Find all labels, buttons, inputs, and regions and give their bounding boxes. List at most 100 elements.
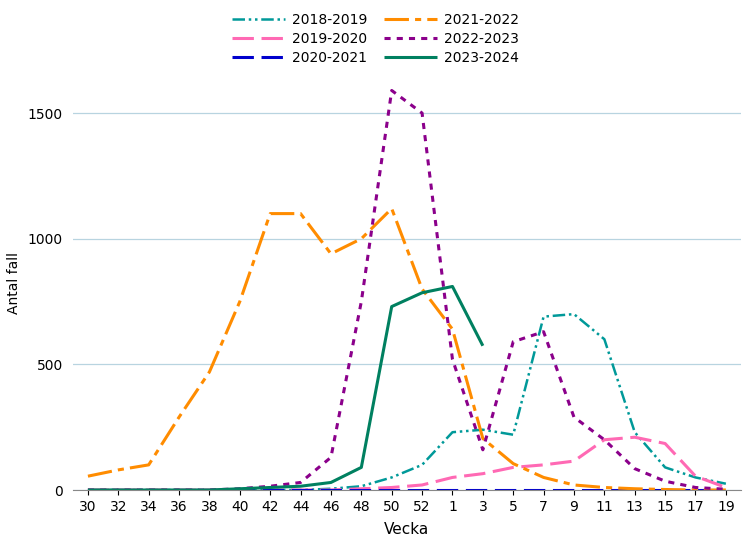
2020-2021 [691, 487, 700, 493]
Line: 2023-2024: 2023-2024 [88, 287, 483, 490]
2022-2023 [691, 484, 700, 491]
2022-2023 [144, 487, 153, 493]
2019-2020 [691, 473, 700, 479]
2022-2023 [660, 478, 669, 485]
2018-2019 [569, 311, 578, 317]
2018-2019 [691, 474, 700, 481]
Y-axis label: Antal fall: Antal fall [7, 252, 21, 314]
2018-2019 [205, 487, 214, 493]
2021-2022 [266, 211, 275, 217]
2022-2023 [479, 447, 488, 453]
2023-2024 [357, 464, 366, 471]
2022-2023 [448, 356, 457, 363]
2018-2019 [600, 336, 609, 343]
2022-2023 [387, 87, 396, 94]
2020-2021 [296, 487, 305, 493]
2022-2023 [417, 110, 426, 116]
2020-2021 [569, 487, 578, 493]
2019-2020 [357, 485, 366, 492]
2020-2021 [84, 487, 93, 493]
2019-2020 [660, 440, 669, 447]
2018-2019 [721, 480, 730, 487]
2020-2021 [387, 487, 396, 493]
2020-2021 [144, 487, 153, 493]
2023-2024 [448, 283, 457, 290]
2021-2022 [569, 481, 578, 488]
2023-2024 [296, 483, 305, 490]
2018-2019 [84, 487, 93, 493]
Line: 2018-2019: 2018-2019 [88, 314, 726, 490]
2019-2020 [569, 458, 578, 465]
2018-2019 [417, 462, 426, 468]
2023-2024 [417, 289, 426, 296]
Legend: 2018-2019, 2019-2020, 2020-2021, 2021-2022, 2022-2023, 2023-2024: 2018-2019, 2019-2020, 2020-2021, 2021-20… [227, 8, 524, 71]
2021-2022 [205, 369, 214, 375]
2023-2024 [144, 487, 153, 493]
2018-2019 [174, 487, 183, 493]
2021-2022 [174, 414, 183, 421]
2020-2021 [479, 487, 488, 493]
2021-2022 [479, 435, 488, 442]
Line: 2021-2022: 2021-2022 [88, 208, 726, 490]
2021-2022 [387, 205, 396, 212]
2019-2020 [174, 487, 183, 493]
2018-2019 [236, 487, 245, 493]
2020-2021 [266, 487, 275, 493]
2022-2023 [721, 486, 730, 492]
2020-2021 [417, 487, 426, 493]
Line: 2019-2020: 2019-2020 [88, 437, 726, 490]
2018-2019 [539, 313, 548, 320]
2020-2021 [539, 487, 548, 493]
2018-2019 [448, 429, 457, 435]
2021-2022 [448, 326, 457, 332]
2020-2021 [660, 487, 669, 493]
Line: 2022-2023: 2022-2023 [88, 90, 726, 490]
2021-2022 [84, 473, 93, 479]
2018-2019 [479, 426, 488, 433]
2021-2022 [691, 487, 700, 493]
2018-2019 [114, 487, 123, 493]
2018-2019 [660, 464, 669, 471]
2022-2023 [296, 479, 305, 486]
2019-2020 [600, 436, 609, 443]
2020-2021 [174, 487, 183, 493]
2022-2023 [539, 329, 548, 335]
2019-2020 [387, 484, 396, 491]
2019-2020 [721, 484, 730, 491]
2023-2024 [205, 487, 214, 493]
2023-2024 [174, 487, 183, 493]
2019-2020 [448, 474, 457, 481]
2021-2022 [417, 286, 426, 292]
2022-2023 [174, 487, 183, 493]
2018-2019 [326, 485, 335, 492]
2021-2022 [357, 236, 366, 242]
2018-2019 [357, 483, 366, 490]
2022-2023 [84, 487, 93, 493]
2020-2021 [114, 487, 123, 493]
2019-2020 [539, 462, 548, 468]
2023-2024 [326, 479, 335, 486]
2019-2020 [144, 487, 153, 493]
2019-2020 [417, 481, 426, 488]
2022-2023 [569, 414, 578, 421]
2020-2021 [600, 487, 609, 493]
2019-2020 [84, 487, 93, 493]
2018-2019 [631, 429, 640, 435]
2020-2021 [205, 487, 214, 493]
2020-2021 [448, 487, 457, 493]
2021-2022 [631, 485, 640, 492]
2019-2020 [236, 487, 245, 493]
2022-2023 [509, 338, 518, 345]
2023-2024 [236, 485, 245, 492]
X-axis label: Vecka: Vecka [384, 522, 429, 537]
2023-2024 [114, 487, 123, 493]
2022-2023 [114, 487, 123, 493]
2019-2020 [205, 487, 214, 493]
2019-2020 [509, 464, 518, 471]
2020-2021 [721, 487, 730, 493]
2021-2022 [144, 462, 153, 468]
2022-2023 [357, 298, 366, 305]
2023-2024 [266, 484, 275, 491]
2019-2020 [326, 487, 335, 493]
2021-2022 [600, 484, 609, 491]
